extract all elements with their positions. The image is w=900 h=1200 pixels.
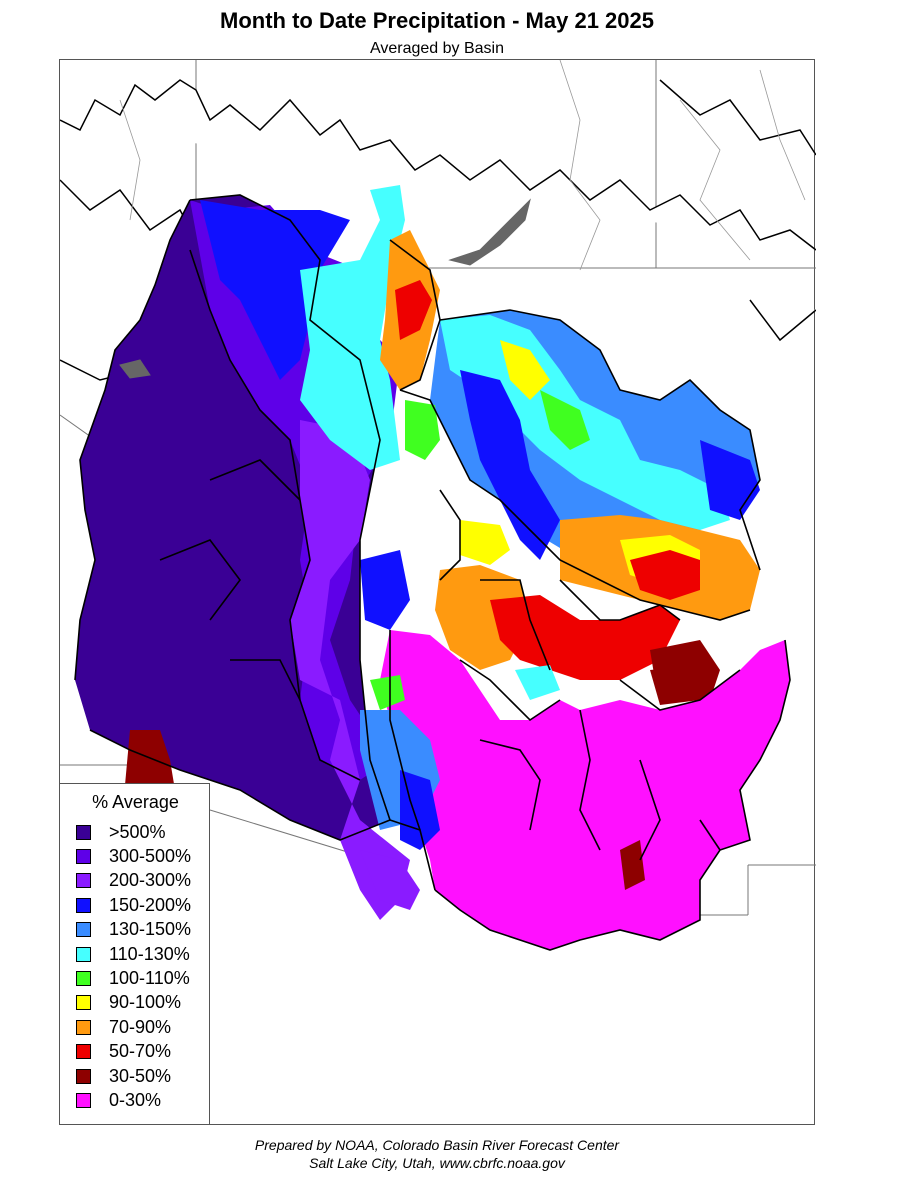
legend-label: 90-100% xyxy=(109,992,182,1013)
legend-item: 90-100% xyxy=(76,992,182,1013)
legend-item: 50-70% xyxy=(76,1041,172,1062)
legend-item: 200-300% xyxy=(76,870,192,891)
legend-item: 110-130% xyxy=(76,944,190,964)
basin-boundaries xyxy=(74,194,791,951)
legend-item: 150-200% xyxy=(76,895,191,915)
legend-label: 130-150% xyxy=(109,919,192,940)
legend-item: 0-30% xyxy=(76,1090,161,1110)
map-subtitle: Averaged by Basin xyxy=(369,40,504,57)
legend-label: 100-110% xyxy=(109,967,190,988)
legend-item: 130-150% xyxy=(76,919,192,940)
credit-line-2: Salt Lake City, Utah, www.cbrfc.noaa.gov xyxy=(309,1155,565,1171)
legend-item: 100-110% xyxy=(76,968,190,988)
legend-label: 50-70% xyxy=(109,1041,172,1062)
basin-map xyxy=(60,60,816,951)
legend-label: 150-200% xyxy=(109,894,192,915)
river-lines xyxy=(119,60,806,271)
legend-label: 200-300% xyxy=(109,870,192,891)
legend-swatch xyxy=(76,922,91,938)
legend-label: 0-30% xyxy=(109,1089,162,1110)
legend-swatch xyxy=(76,1044,91,1060)
legend-label: 300-500% xyxy=(109,845,192,866)
legend-item: 300-500% xyxy=(76,846,191,866)
legend-item: 30-50% xyxy=(76,1066,171,1086)
legend-label: 30-50% xyxy=(109,1065,172,1086)
map-title: Month to Date Precipitation - May 21 202… xyxy=(220,8,654,33)
legend-item: >500% xyxy=(76,822,166,842)
legend-swatch xyxy=(76,1068,91,1084)
precipitation-fill xyxy=(75,185,790,950)
legend: % Average >500% 300-500% 200-300% 150-200% 1… xyxy=(59,783,210,1125)
legend-swatch xyxy=(76,1092,91,1108)
legend-label: 110-130% xyxy=(109,943,190,964)
legend-swatch xyxy=(76,946,91,962)
credit-line-1: Prepared by NOAA, Colorado Basin River F… xyxy=(254,1137,620,1153)
legend-swatch xyxy=(76,873,91,889)
legend-swatch xyxy=(76,1019,91,1035)
legend-swatch xyxy=(76,824,91,840)
legend-label: >500% xyxy=(109,821,166,842)
reservoirs xyxy=(119,198,531,379)
legend-title: % Average xyxy=(92,792,179,812)
legend-label: 70-90% xyxy=(109,1016,172,1037)
legend-swatch xyxy=(76,995,91,1011)
map-frame xyxy=(59,59,816,1125)
legend-swatch xyxy=(76,897,91,913)
legend-swatch xyxy=(76,848,91,864)
legend-swatch xyxy=(76,970,91,986)
legend-item: 70-90% xyxy=(76,1017,171,1037)
